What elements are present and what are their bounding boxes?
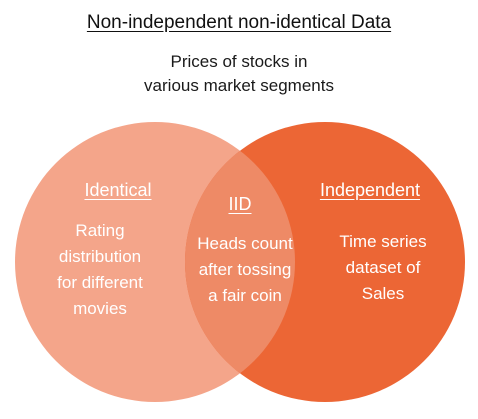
independent-set-label: Independent [300,180,440,201]
diagram-title: Non-independent non-identical Data [86,12,392,33]
iid-example-line-3: a fair coin [208,286,282,305]
iid-example-line-2: after tossing [198,260,292,279]
independent-example-line-1: Time series [339,232,427,251]
independent-example: Time series dataset of Sales [318,229,448,307]
identical-example-line-3: for different [57,273,143,292]
independent-example-line-2: dataset of [345,258,421,277]
identical-heading: Identical [84,180,152,200]
universe-description-line-2: various market segments [144,76,334,95]
iid-set-label: IID [210,194,270,215]
universe-description: Prices of stocks in various market segme… [0,50,478,98]
iid-intersection-region [185,122,295,402]
iid-heading: IID [228,194,252,214]
identical-set-label: Identical [48,180,188,201]
independent-example-line-3: Sales [361,284,405,303]
iid-example: Heads count after tossing a fair coin [178,231,312,309]
identical-example-line-4: movies [73,299,127,318]
independent-heading: Independent [319,180,421,200]
identical-example-line-2: distribution [58,247,142,266]
identical-example-line-1: Rating [75,221,125,240]
universe-description-line-1: Prices of stocks in [170,52,308,71]
iid-example-line-1: Heads count [197,234,293,253]
identical-example: Rating distribution for different movies [34,218,166,322]
